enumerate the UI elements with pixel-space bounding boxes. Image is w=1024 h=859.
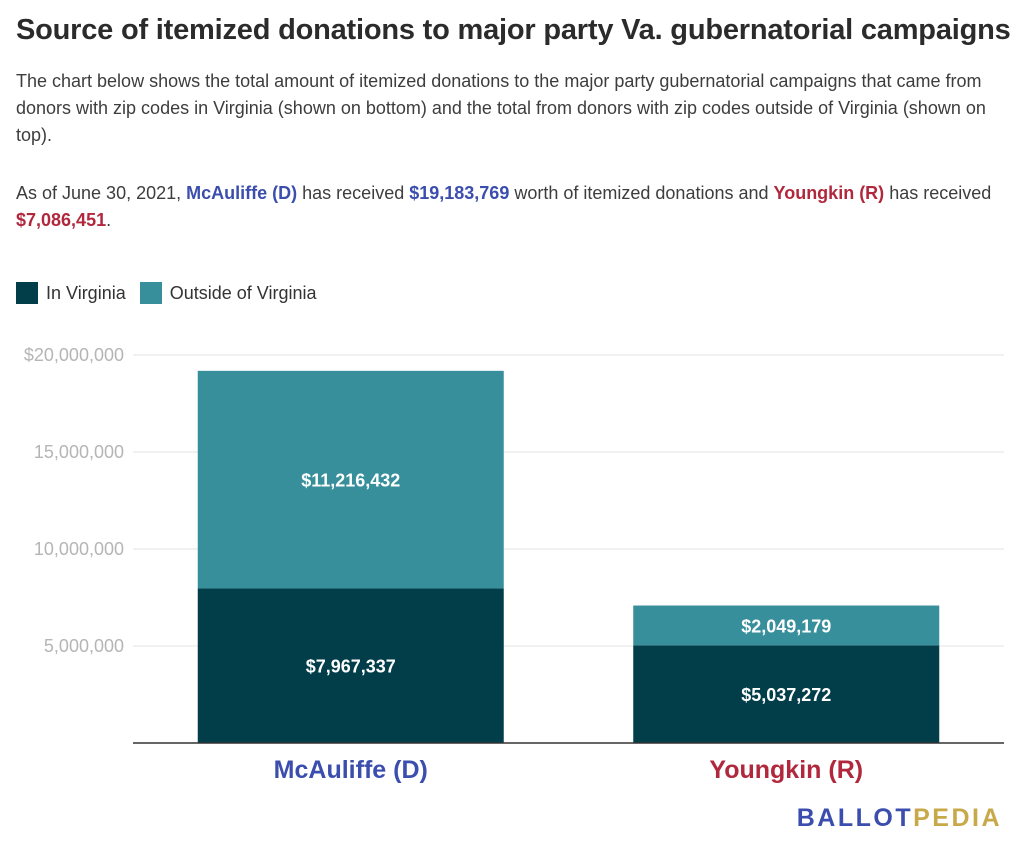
chart-description: The chart below shows the total amount o… (16, 71, 986, 145)
summary-r-name: Youngkin (R) (773, 183, 885, 203)
summary-mid3: has received (889, 183, 992, 203)
chart-legend: In Virginia Outside of Virginia (16, 282, 330, 304)
legend-item-outside-virginia: Outside of Virginia (139, 282, 317, 304)
legend-label-outside-virginia: Outside of Virginia (169, 282, 317, 303)
summary-prefix: As of June 30, 2021, (16, 183, 182, 203)
bar-0-1 (197, 370, 504, 589)
legend-item-in-virginia: In Virginia (16, 282, 126, 304)
summary-mid2: worth of itemized donations and (514, 183, 769, 203)
logo-part-ballot: BALLOT (796, 804, 914, 832)
bar-value-label-1-1: $2,049,179 (741, 616, 831, 636)
summary-suffix: . (106, 210, 112, 230)
ballotpedia-logo: BALLOTPEDIA (797, 804, 1002, 833)
bar-1-0 (633, 645, 940, 743)
chart-title: Source of itemized donations to major pa… (16, 14, 1011, 46)
summary-d-total: $19,183,769 (409, 183, 510, 203)
stacked-bar-chart: $20,000,000 15,000,000 10,000,000 5,000,000… (24, 345, 1004, 784)
logo-part-pedia: PEDIA (913, 804, 1002, 832)
y-tick-label-2: 10,000,000 (34, 539, 124, 559)
bar-value-label-1-0: $5,037,272 (741, 685, 831, 705)
chart-summary: As of June 30, 2021, McAuliffe (D) has r… (16, 180, 1011, 234)
summary-mid1: has received (302, 183, 405, 203)
x-category-label-1: Youngkin (R) (709, 756, 863, 784)
bar-value-label-0-1: $11,216,432 (301, 471, 400, 491)
y-tick-label-0: $20,000,000 (24, 345, 124, 365)
y-tick-label-1: 15,000,000 (34, 442, 124, 462)
y-tick-label-3: 5,000,000 (44, 636, 124, 656)
legend-swatch-outside-virginia (139, 282, 162, 304)
x-category-label-0: McAuliffe (D) (274, 756, 428, 784)
legend-label-in-virginia: In Virginia (46, 282, 126, 303)
summary-d-name: McAuliffe (D) (186, 183, 298, 203)
bar-value-label-0-0: $7,967,337 (306, 657, 396, 677)
legend-swatch-in-virginia (16, 282, 38, 304)
bar-1-1 (633, 605, 940, 646)
summary-r-total: $7,086,451 (16, 210, 107, 230)
bar-0-0 (197, 588, 504, 743)
